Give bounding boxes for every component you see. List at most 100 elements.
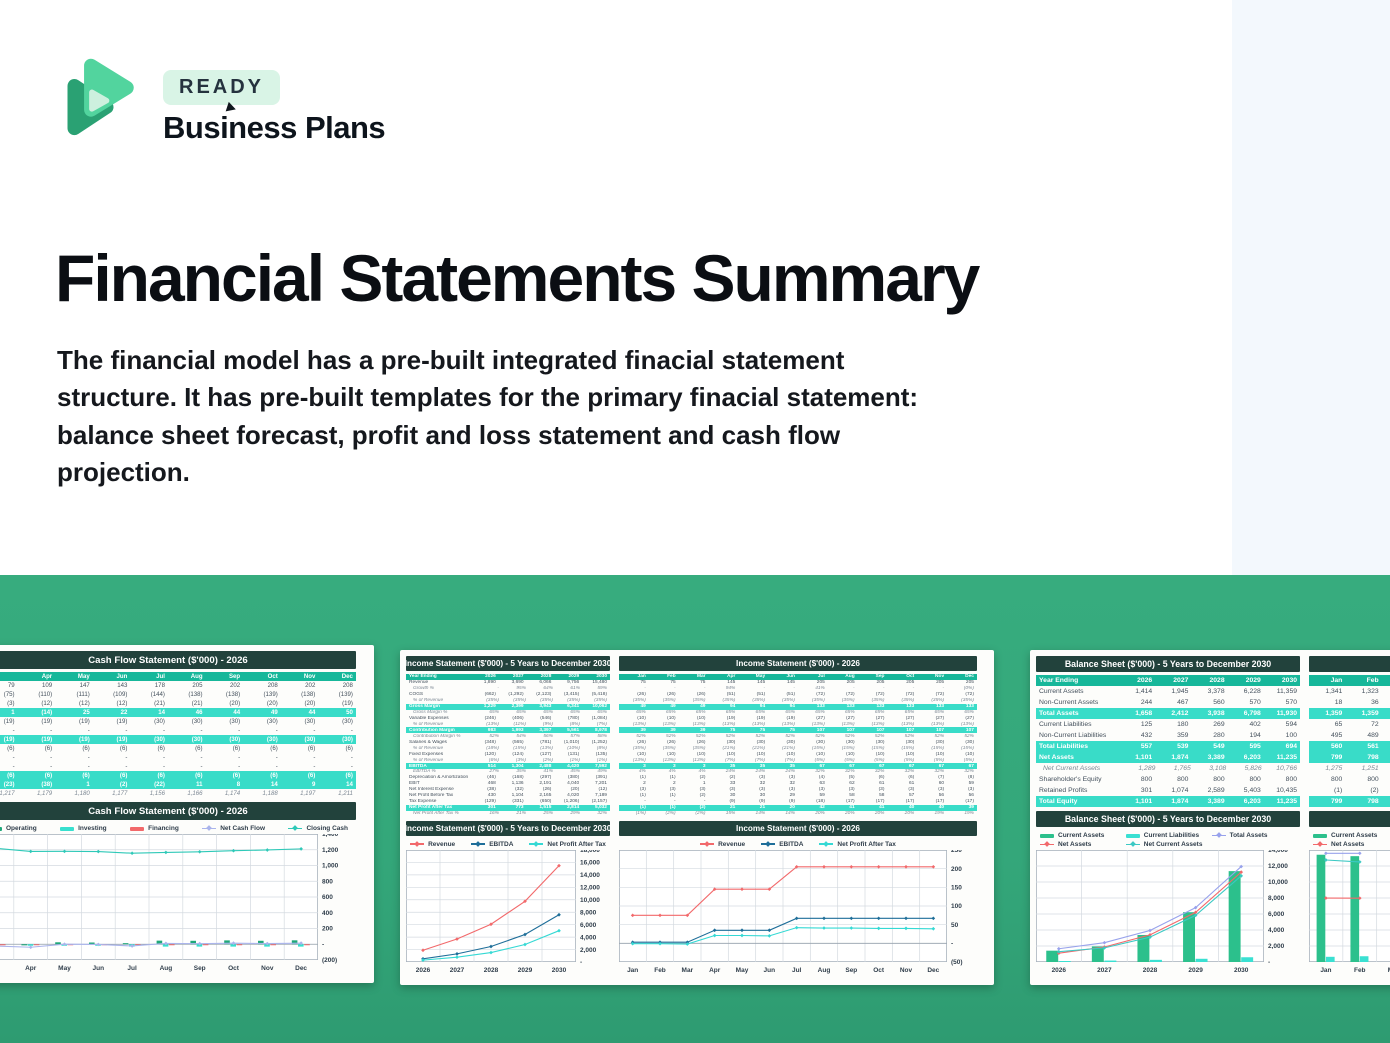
- table-cell: (21): [154, 700, 165, 707]
- table-cell: 35: [789, 763, 795, 769]
- table-cell: (110): [38, 691, 53, 698]
- table-row: 39 39 39 75 75 75 107 107 107 107 107 107: [619, 727, 977, 734]
- table-cell: 52%: [666, 733, 676, 739]
- table-row: Net Current Assets 1,289 1,765 3,108 5,826 10…: [1036, 763, 1300, 774]
- table-cell: (3%): [515, 757, 526, 763]
- table-cell: 1,874: [1171, 754, 1189, 761]
- table-cell: 58: [879, 793, 885, 799]
- table-cell: 63: [819, 781, 825, 787]
- table-cell: Dec: [341, 673, 353, 680]
- table-row: Current Assets 1,414 1,945 3,378 6,228 11,359: [1036, 686, 1300, 697]
- balance-yearly-chart-title: Balance Sheet ($'000) - 5 Years to Decem…: [1036, 811, 1300, 827]
- svg-text:2029: 2029: [518, 967, 533, 974]
- table-cell: (30): [875, 739, 885, 745]
- table-cell: 107: [846, 727, 855, 733]
- table-cell: 6,203: [1243, 754, 1261, 761]
- row-label: % of Revenue: [413, 745, 444, 751]
- table-cell: -: [125, 763, 128, 770]
- table-row: EBIT 468 1,136 2,191 4,040 7,201: [406, 781, 610, 787]
- table-cell: (13%): [871, 721, 885, 727]
- table-cell: 100: [1285, 732, 1298, 739]
- legend-item: EBITDA: [761, 841, 803, 848]
- table-cell: 65%: [815, 710, 825, 716]
- table-cell: (8%): [596, 745, 607, 751]
- table-cell: -: [12, 754, 15, 761]
- row-label: Tax Expense: [409, 799, 437, 805]
- table-cell: (8): [968, 775, 974, 781]
- table-cell: -: [674, 686, 676, 692]
- table-cell: 39: [640, 727, 646, 733]
- svg-text:Sep: Sep: [194, 965, 206, 972]
- legend-swatch: [761, 843, 776, 845]
- svg-text:150: 150: [951, 884, 962, 891]
- table-cell: (27): [875, 716, 885, 722]
- row-label: Year Ending: [409, 674, 437, 680]
- income-monthly-chart: 250 200 150 100 50 - (50) Jan Feb Mar Apr May Jun Jul…: [619, 847, 977, 979]
- table-cell: 1,359: [1361, 710, 1379, 717]
- table-cell: 107: [876, 727, 885, 733]
- table-row: Non-Current Assets 244 467 560 570 570: [1036, 697, 1300, 708]
- income-monthly-table: Jan Feb Mar Apr May Jun Jul Aug Sep Oct Nov Dec 75 75…: [619, 674, 977, 817]
- table-cell: 1,765: [1173, 765, 1191, 772]
- table-cell: 1,197: [300, 790, 316, 797]
- table-cell: 52%: [636, 733, 646, 739]
- table-cell: Apr: [727, 674, 736, 680]
- table-cell: 52%: [489, 733, 499, 739]
- table-row: (1) (2): [1309, 785, 1390, 796]
- table-cell: (19): [116, 736, 128, 743]
- table-cell: 14: [346, 781, 353, 788]
- table-cell: 5,826: [1244, 765, 1262, 772]
- legend-item: Total Assets: [1211, 832, 1298, 839]
- table-cell: (21%): [782, 745, 795, 751]
- table-cell: (15%): [931, 745, 945, 751]
- row-label: Gross Margin: [409, 704, 440, 710]
- table-cell: 514: [487, 763, 496, 769]
- table-cell: 49: [700, 704, 706, 710]
- table-row: Contribution Margin % 52% 54% 56% 57% 58%: [406, 733, 610, 739]
- table-cell: (27): [965, 716, 974, 722]
- table-cell: 65%: [934, 710, 945, 716]
- table-cell: (6): [232, 772, 241, 779]
- table-cell: 205: [965, 680, 974, 686]
- table-cell: 1: [11, 709, 15, 716]
- row-label: % of Revenue: [413, 698, 444, 704]
- table-cell: (35%): [692, 745, 706, 751]
- table-cell: (72): [875, 692, 885, 698]
- legend-swatch: [410, 843, 425, 845]
- table-cell: (35%): [752, 698, 766, 704]
- svg-text:Aug: Aug: [160, 965, 173, 972]
- row-label: Revenue: [409, 680, 429, 686]
- table-cell: 64%: [543, 686, 553, 692]
- table-cell: 35: [759, 763, 766, 769]
- table-row: (23) (38) 1 (2) (22) 11 8 14 9 14: [0, 780, 356, 789]
- table-cell: 52%: [964, 733, 974, 739]
- row-label: Salaries & Wages: [409, 739, 447, 745]
- table-cell: 36: [1371, 699, 1379, 706]
- table-cell: (13%): [812, 721, 825, 727]
- svg-text:2029: 2029: [1188, 967, 1203, 974]
- table-row: Year Ending 2026 2027 2028 2029 2030: [1036, 675, 1300, 686]
- table-cell: -: [912, 686, 915, 692]
- table-cell: 125: [1140, 721, 1153, 728]
- table-cell: (5%): [814, 757, 825, 763]
- table-cell: 49: [270, 709, 278, 716]
- svg-text:Dec: Dec: [927, 967, 939, 974]
- svg-text:1,400: 1,400: [322, 834, 339, 838]
- table-cell: 2027: [512, 674, 524, 680]
- table-cell: -: [275, 727, 278, 734]
- table-cell: Oct: [267, 673, 278, 680]
- table-cell: -: [238, 727, 241, 734]
- table-cell: -: [644, 799, 646, 805]
- table-cell: (5,418): [591, 692, 607, 698]
- table-cell: 9,756: [567, 680, 580, 686]
- table-cell: (13%): [752, 721, 766, 727]
- table-cell: (138): [225, 691, 241, 698]
- table-cell: 595: [1249, 743, 1261, 750]
- table-cell: 65%: [570, 710, 580, 716]
- table-cell: 65%: [516, 710, 526, 716]
- table-cell: 208: [342, 682, 353, 689]
- table-cell: 5,403: [1243, 787, 1261, 794]
- table-cell: -: [12, 763, 15, 770]
